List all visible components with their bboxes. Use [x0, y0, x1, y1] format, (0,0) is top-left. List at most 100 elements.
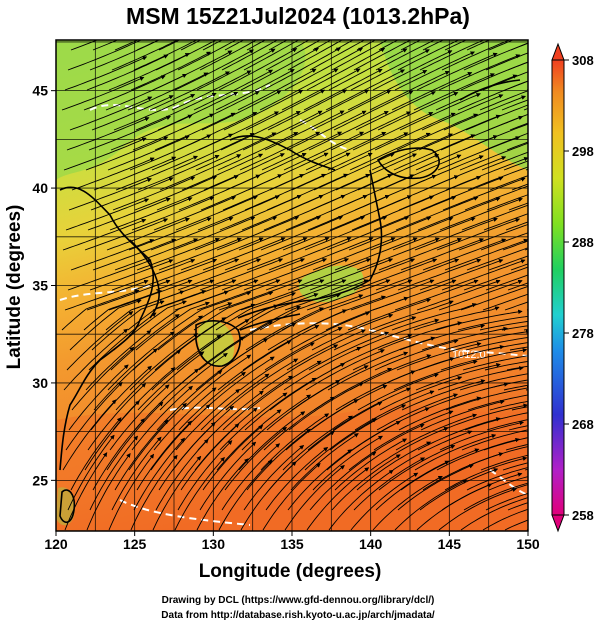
- streamline: [239, 342, 315, 391]
- streamline: [264, 110, 345, 151]
- streamline: [159, 154, 242, 191]
- streamline: [202, 40, 223, 51]
- streamline: [86, 279, 171, 311]
- streamline: [488, 40, 515, 51]
- streamline: [90, 177, 174, 211]
- streamline: [239, 131, 321, 171]
- streamline: [332, 387, 411, 431]
- streamline: [216, 216, 300, 251]
- streamline: [375, 258, 460, 291]
- streamline: [157, 91, 239, 131]
- coastline-taiwan: [59, 489, 76, 523]
- streamline: [419, 40, 485, 71]
- streamline: [422, 238, 507, 271]
- streamline: [461, 429, 528, 451]
- streamline: [510, 263, 528, 271]
- streamline: [419, 468, 499, 511]
- streamline: [282, 415, 353, 471]
- streamline: [215, 69, 295, 111]
- streamline: [466, 247, 528, 271]
- streamline: [309, 451, 377, 511]
- streamline: [241, 194, 324, 231]
- streamline: [63, 328, 129, 391]
- streamline: [463, 266, 528, 291]
- streamline: [88, 312, 157, 371]
- streamline: [91, 300, 165, 351]
- streamline: [331, 454, 401, 511]
- colorbar-tick-label: 258: [572, 508, 594, 523]
- streamline: [132, 113, 215, 151]
- streamline: [180, 40, 202, 51]
- streamline: [224, 40, 245, 51]
- streamline: [422, 40, 445, 51]
- streamline: [196, 48, 276, 91]
- streamline: [444, 456, 528, 491]
- streamline: [218, 459, 273, 531]
- streamline: [307, 401, 383, 451]
- streamline: [415, 362, 501, 391]
- streamline: [372, 50, 453, 91]
- streamline: [347, 298, 432, 331]
- streamline: [109, 197, 193, 231]
- streamline: [289, 311, 371, 351]
- streamline: [281, 68, 361, 111]
- streamline: [307, 195, 390, 231]
- x-tick-label: 125: [123, 536, 147, 552]
- streamline: [503, 160, 528, 171]
- streamline: [533, 480, 599, 491]
- streamline: [175, 388, 241, 451]
- streamline: [136, 420, 193, 491]
- streamline: [457, 315, 528, 331]
- streamline: [483, 213, 528, 231]
- streamline: [93, 348, 158, 411]
- streamline: [105, 73, 188, 111]
- streamline: [243, 258, 328, 291]
- streamline: [70, 417, 122, 491]
- streamline: [305, 349, 385, 391]
- streamline: [133, 258, 218, 291]
- streamline: [130, 51, 212, 91]
- streamline: [374, 112, 456, 151]
- streamline: [463, 482, 528, 511]
- streamline: [106, 217, 190, 251]
- streamline: [171, 291, 252, 331]
- streamline: [153, 387, 217, 451]
- streamline: [180, 237, 264, 271]
- streamline: [108, 279, 193, 311]
- streamline: [485, 52, 528, 71]
- streamline: [223, 89, 304, 131]
- x-axis-label: Longitude (degrees): [199, 561, 382, 582]
- streamline: [400, 40, 422, 51]
- streamline: [240, 47, 320, 91]
- streamline: [445, 156, 528, 191]
- streamline: [131, 196, 215, 231]
- streamline: [378, 237, 462, 271]
- coastline-honshu: [237, 169, 383, 319]
- streamline: [86, 453, 131, 531]
- wind-streamlines: [61, 40, 599, 531]
- streamline: [502, 240, 528, 251]
- y-tick-label: 35: [32, 278, 48, 294]
- streamline: [304, 418, 377, 471]
- streamline: [65, 198, 150, 231]
- streamline: [439, 420, 525, 451]
- streamline: [505, 443, 528, 451]
- streamline: [334, 237, 418, 271]
- streamline: [483, 437, 528, 451]
- streamline: [193, 69, 274, 111]
- streamline: [158, 421, 216, 491]
- streamline: [106, 401, 164, 471]
- streamline: [128, 402, 187, 471]
- streamline: [377, 321, 463, 351]
- streamline: [351, 195, 434, 231]
- streamline: [370, 216, 454, 251]
- streamline: [196, 279, 281, 311]
- streamline: [311, 90, 392, 131]
- streamline: [195, 338, 269, 391]
- streamline: [353, 40, 412, 71]
- streamline: [444, 40, 468, 51]
- streamline: [88, 115, 171, 151]
- streamline: [331, 258, 416, 291]
- streamline: [394, 479, 468, 531]
- streamline: [70, 40, 99, 51]
